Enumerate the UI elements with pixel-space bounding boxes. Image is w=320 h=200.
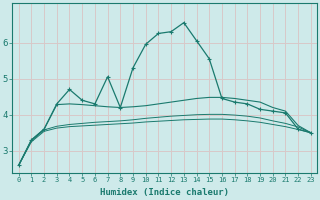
X-axis label: Humidex (Indice chaleur): Humidex (Indice chaleur) [100, 188, 229, 197]
